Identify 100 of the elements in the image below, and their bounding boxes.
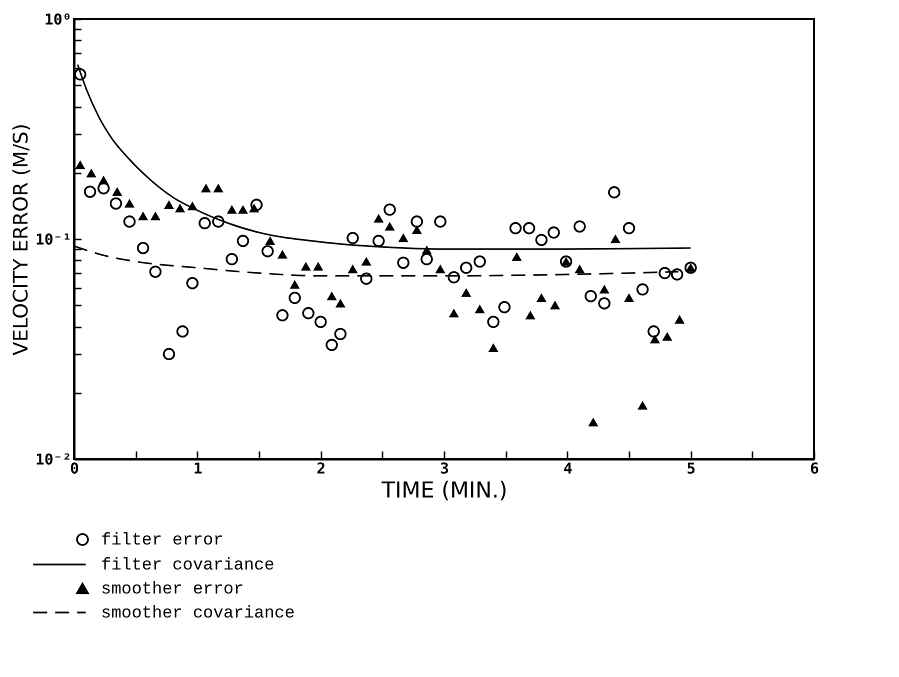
- point: [488, 344, 498, 352]
- point: [449, 309, 459, 318]
- point: [84, 186, 96, 198]
- point: [622, 222, 636, 234]
- x-axis-title: TIME (MIN.): [380, 478, 508, 504]
- point: [227, 206, 237, 214]
- point: [98, 176, 108, 184]
- point: [574, 220, 586, 233]
- x-tick-label: 1: [193, 460, 202, 478]
- point: [150, 212, 160, 220]
- point: [487, 316, 500, 328]
- point: [249, 204, 259, 212]
- point: [265, 236, 275, 246]
- point: [336, 299, 346, 308]
- y-tick-label: 10⁻²: [35, 450, 72, 468]
- legend-label: smoother error: [101, 580, 244, 600]
- point: [136, 242, 150, 254]
- point: [574, 264, 584, 274]
- point: [236, 234, 250, 248]
- point: [314, 262, 323, 271]
- point: [348, 264, 358, 274]
- point: [346, 232, 359, 244]
- point: [588, 418, 598, 426]
- y-tick-label: 10⁰: [44, 10, 72, 28]
- point: [636, 283, 649, 296]
- point: [535, 234, 548, 246]
- point: [75, 160, 85, 170]
- x-tick-label: 5: [686, 460, 696, 478]
- point: [327, 292, 336, 300]
- point: [600, 285, 610, 294]
- point: [460, 262, 472, 274]
- point: [608, 186, 620, 198]
- point: [624, 294, 634, 302]
- point: [112, 188, 122, 196]
- point: [162, 348, 176, 360]
- point: [398, 234, 408, 242]
- point: [86, 169, 96, 178]
- point: [278, 250, 288, 259]
- point: [397, 256, 410, 269]
- point: [674, 316, 684, 324]
- point: [188, 202, 198, 210]
- point: [598, 297, 610, 310]
- point: [110, 197, 122, 210]
- point: [261, 245, 274, 258]
- point: [385, 222, 394, 231]
- point: [648, 325, 660, 338]
- point: [175, 204, 185, 212]
- point: [198, 217, 211, 230]
- point: [276, 309, 289, 322]
- point: [662, 332, 672, 341]
- point: [362, 257, 371, 266]
- point: [214, 184, 223, 192]
- point: [302, 307, 314, 320]
- point: [410, 215, 424, 228]
- point: [149, 266, 162, 278]
- point: [301, 262, 311, 271]
- x-tick-label: 3: [440, 460, 450, 478]
- point: [462, 288, 471, 297]
- point: [550, 301, 560, 310]
- point: [548, 226, 560, 239]
- point: [536, 294, 546, 302]
- legend-label: filter error: [101, 532, 224, 550]
- point: [436, 264, 445, 274]
- point: [374, 214, 384, 223]
- point: [434, 215, 446, 228]
- point: [372, 234, 385, 248]
- point: [522, 222, 536, 234]
- x-tick-label: 4: [563, 460, 572, 478]
- point: [384, 203, 396, 216]
- point: [201, 184, 211, 192]
- point: [412, 226, 422, 234]
- point: [610, 234, 620, 244]
- point: [138, 212, 148, 220]
- point: [176, 325, 189, 338]
- point: [422, 246, 432, 254]
- point: [498, 301, 511, 314]
- point: [326, 338, 338, 352]
- point: [475, 305, 484, 314]
- point: [512, 252, 522, 261]
- point: [314, 316, 327, 328]
- x-tick-label: 0: [70, 460, 80, 478]
- point: [164, 200, 174, 209]
- point: [638, 401, 648, 410]
- point: [288, 292, 301, 304]
- y-tick-label: 10⁻¹: [35, 230, 72, 248]
- point: [584, 290, 597, 302]
- point: [474, 255, 486, 268]
- point: [334, 328, 347, 340]
- point: [123, 215, 136, 228]
- point: [650, 335, 660, 344]
- point: [509, 222, 522, 234]
- legend-label: smoother covariance: [101, 604, 295, 624]
- legend-label: filter covariance: [101, 556, 274, 576]
- point: [124, 199, 134, 208]
- point: [226, 253, 238, 266]
- point: [238, 206, 248, 214]
- y-axis-title: VELOCITY ERROR (M/S): [8, 124, 32, 356]
- x-tick-label: 2: [316, 460, 326, 478]
- point: [420, 253, 433, 266]
- point: [658, 266, 671, 280]
